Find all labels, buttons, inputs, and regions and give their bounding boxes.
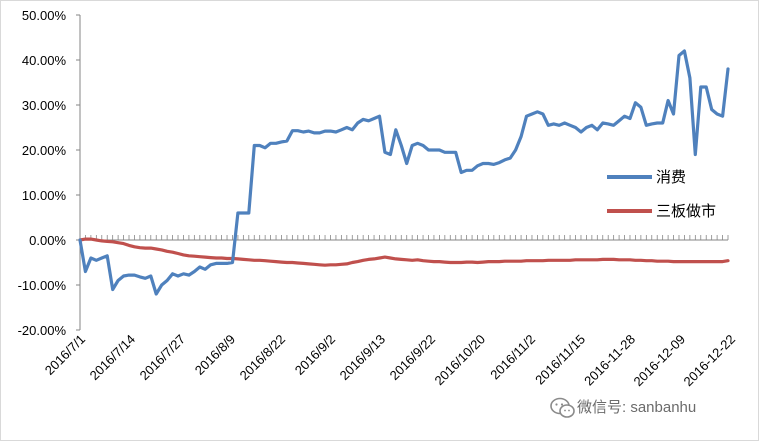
x-axis-tick-marks xyxy=(79,235,729,240)
y-tick-label: -20.00% xyxy=(18,323,67,338)
wechat-icon xyxy=(550,397,575,418)
y-tick-label: 50.00% xyxy=(22,8,67,23)
series-line-neeq-market-making xyxy=(78,237,730,267)
x-tick-label: 2016/7/1 xyxy=(42,332,88,378)
watermark: 微信号: sanbanhu xyxy=(550,397,696,418)
x-tick-label: 2016-11-28 xyxy=(581,332,638,389)
x-tick-label: 2016/11/2 xyxy=(487,332,538,383)
legend: 消费 三板做市 xyxy=(607,169,716,220)
series-line-consumption xyxy=(78,49,730,296)
y-tick-label: 10.00% xyxy=(22,188,67,203)
x-tick-label: 2016/10/20 xyxy=(431,332,488,389)
x-tick-label: 2016-12-22 xyxy=(680,332,738,390)
x-tick-label: 2016/8/22 xyxy=(237,332,289,384)
y-tick-label: 0.00% xyxy=(29,233,66,248)
x-tick-label: 2016/7/14 xyxy=(87,332,139,384)
x-tick-label: 2016/7/27 xyxy=(137,332,189,384)
series-lines xyxy=(78,49,730,296)
x-tick-label: 2016-12-09 xyxy=(630,332,688,390)
x-tick-label: 2016/9/2 xyxy=(292,332,338,378)
y-tick-label: 30.00% xyxy=(22,98,67,113)
x-tick-label: 2016/9/13 xyxy=(337,332,389,384)
x-tick-label: 2016/11/15 xyxy=(532,332,588,388)
y-tick-label: -10.00% xyxy=(18,278,67,293)
watermark-text: 微信号: sanbanhu xyxy=(577,399,696,416)
legend-label-consumption: 消费 xyxy=(656,169,686,186)
x-tick-label: 2016/8/9 xyxy=(192,332,238,378)
legend-label-neeq-market-making: 三板做市 xyxy=(656,202,716,220)
axes xyxy=(76,14,728,331)
x-tick-label: 2016/9/22 xyxy=(387,332,439,384)
y-tick-label: 40.00% xyxy=(22,53,67,68)
y-axis-tick-labels: 50.00% 40.00% 30.00% 20.00% 10.00% 0.00% -10.0… xyxy=(18,8,67,338)
y-tick-label: 20.00% xyxy=(22,143,67,158)
